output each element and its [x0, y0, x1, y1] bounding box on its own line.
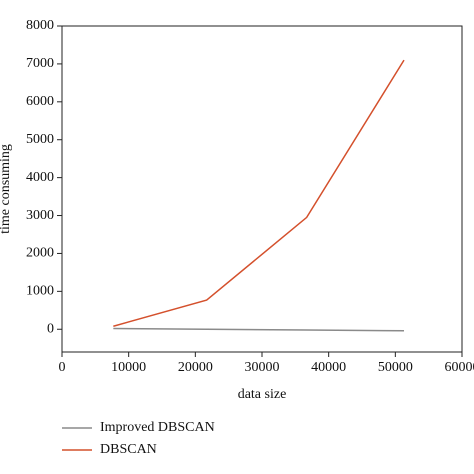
y-tick-label: 6000	[26, 94, 54, 109]
x-tick-label: 30000	[245, 360, 280, 375]
y-tick-label: 3000	[26, 208, 54, 223]
x-tick-label: 0	[59, 360, 66, 375]
x-axis-label: data size	[238, 387, 287, 402]
series-line	[113, 59, 405, 327]
x-tick-label: 40000	[311, 360, 346, 375]
y-tick-label: 8000	[26, 18, 54, 33]
x-tick-label: 60000	[445, 360, 474, 375]
legend-label: Improved DBSCAN	[100, 420, 215, 435]
y-tick-label: 4000	[26, 170, 54, 185]
plot-frame	[61, 25, 463, 353]
y-tick-label: 5000	[26, 132, 54, 147]
y-tick-label: 2000	[26, 246, 54, 261]
series-line	[113, 327, 405, 332]
y-tick-label: 1000	[26, 284, 54, 299]
y-tick-label: 0	[47, 321, 54, 336]
y-tick-label: 7000	[26, 56, 54, 71]
x-tick-label: 50000	[378, 360, 413, 375]
x-tick-label: 10000	[111, 360, 146, 375]
legend-label: DBSCAN	[100, 442, 157, 457]
y-axis-label: time consuming	[0, 144, 13, 234]
x-tick-label: 20000	[178, 360, 213, 375]
